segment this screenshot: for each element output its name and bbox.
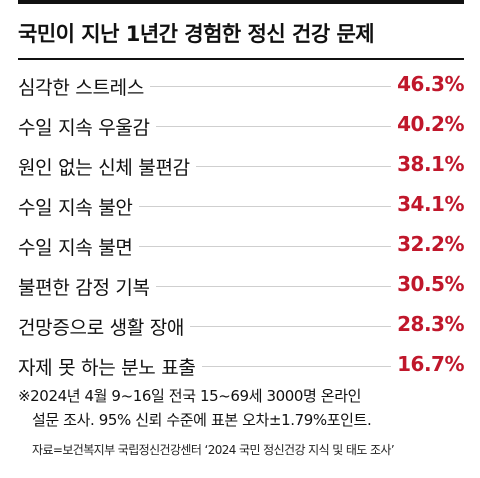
category-label: 원인 없는 신체 불편감 bbox=[18, 153, 196, 180]
chart-row: 원인 없는 신체 불편감 38.1% bbox=[18, 146, 464, 186]
data-label: 28.3% bbox=[391, 312, 464, 336]
data-label: 40.2% bbox=[391, 112, 464, 136]
category-label: 수일 지속 우울감 bbox=[18, 113, 156, 140]
category-label: 자제 못 하는 분노 표출 bbox=[18, 353, 202, 380]
chart-row: 건망증으로 생활 장애 28.3% bbox=[18, 306, 464, 346]
data-label: 32.2% bbox=[391, 232, 464, 256]
leader-line bbox=[18, 366, 396, 367]
survey-note-line2: 설문 조사. 95% 신뢰 수준에 표본 오차±1.79%포인트. bbox=[32, 411, 372, 429]
category-label: 수일 지속 불안 bbox=[18, 193, 139, 220]
leader-line bbox=[18, 206, 396, 207]
chart-row: 심각한 스트레스 46.3% bbox=[18, 66, 464, 106]
leader-line bbox=[18, 326, 396, 327]
leader-line bbox=[18, 86, 396, 87]
data-label: 38.1% bbox=[391, 152, 464, 176]
category-label: 수일 지속 불면 bbox=[18, 233, 139, 260]
title-rule bbox=[18, 58, 464, 60]
category-label: 불편한 감정 기복 bbox=[18, 273, 156, 300]
leader-line bbox=[18, 126, 396, 127]
chart-title: 국민이 지난 1년간 경험한 정신 건강 문제 bbox=[18, 22, 375, 46]
chart-row: 수일 지속 불안 34.1% bbox=[18, 186, 464, 226]
leader-line bbox=[18, 286, 396, 287]
data-label: 16.7% bbox=[391, 352, 464, 376]
source-credit: 자료=보건복지부 국립정신건강센터 ‘2024 국민 정신건강 지식 및 태도 … bbox=[32, 443, 395, 457]
data-label: 34.1% bbox=[391, 192, 464, 216]
survey-note-line1: ※2024년 4월 9~16일 전국 15~69세 3000명 온라인 bbox=[18, 387, 362, 405]
leader-line bbox=[18, 246, 396, 247]
chart-row: 수일 지속 불면 32.2% bbox=[18, 226, 464, 266]
category-label: 건망증으로 생활 장애 bbox=[18, 313, 191, 340]
category-label: 심각한 스트레스 bbox=[18, 73, 151, 100]
survey-note: ※2024년 4월 9~16일 전국 15~69세 3000명 온라인 설문 조… bbox=[18, 384, 464, 432]
data-label: 46.3% bbox=[391, 72, 464, 96]
leader-line bbox=[18, 166, 396, 167]
chart-row: 수일 지속 우울감 40.2% bbox=[18, 106, 464, 146]
data-label: 30.5% bbox=[391, 272, 464, 296]
chart-row: 불편한 감정 기복 30.5% bbox=[18, 266, 464, 306]
top-rule bbox=[18, 0, 464, 4]
chart-row: 자제 못 하는 분노 표출 16.7% bbox=[18, 346, 464, 386]
